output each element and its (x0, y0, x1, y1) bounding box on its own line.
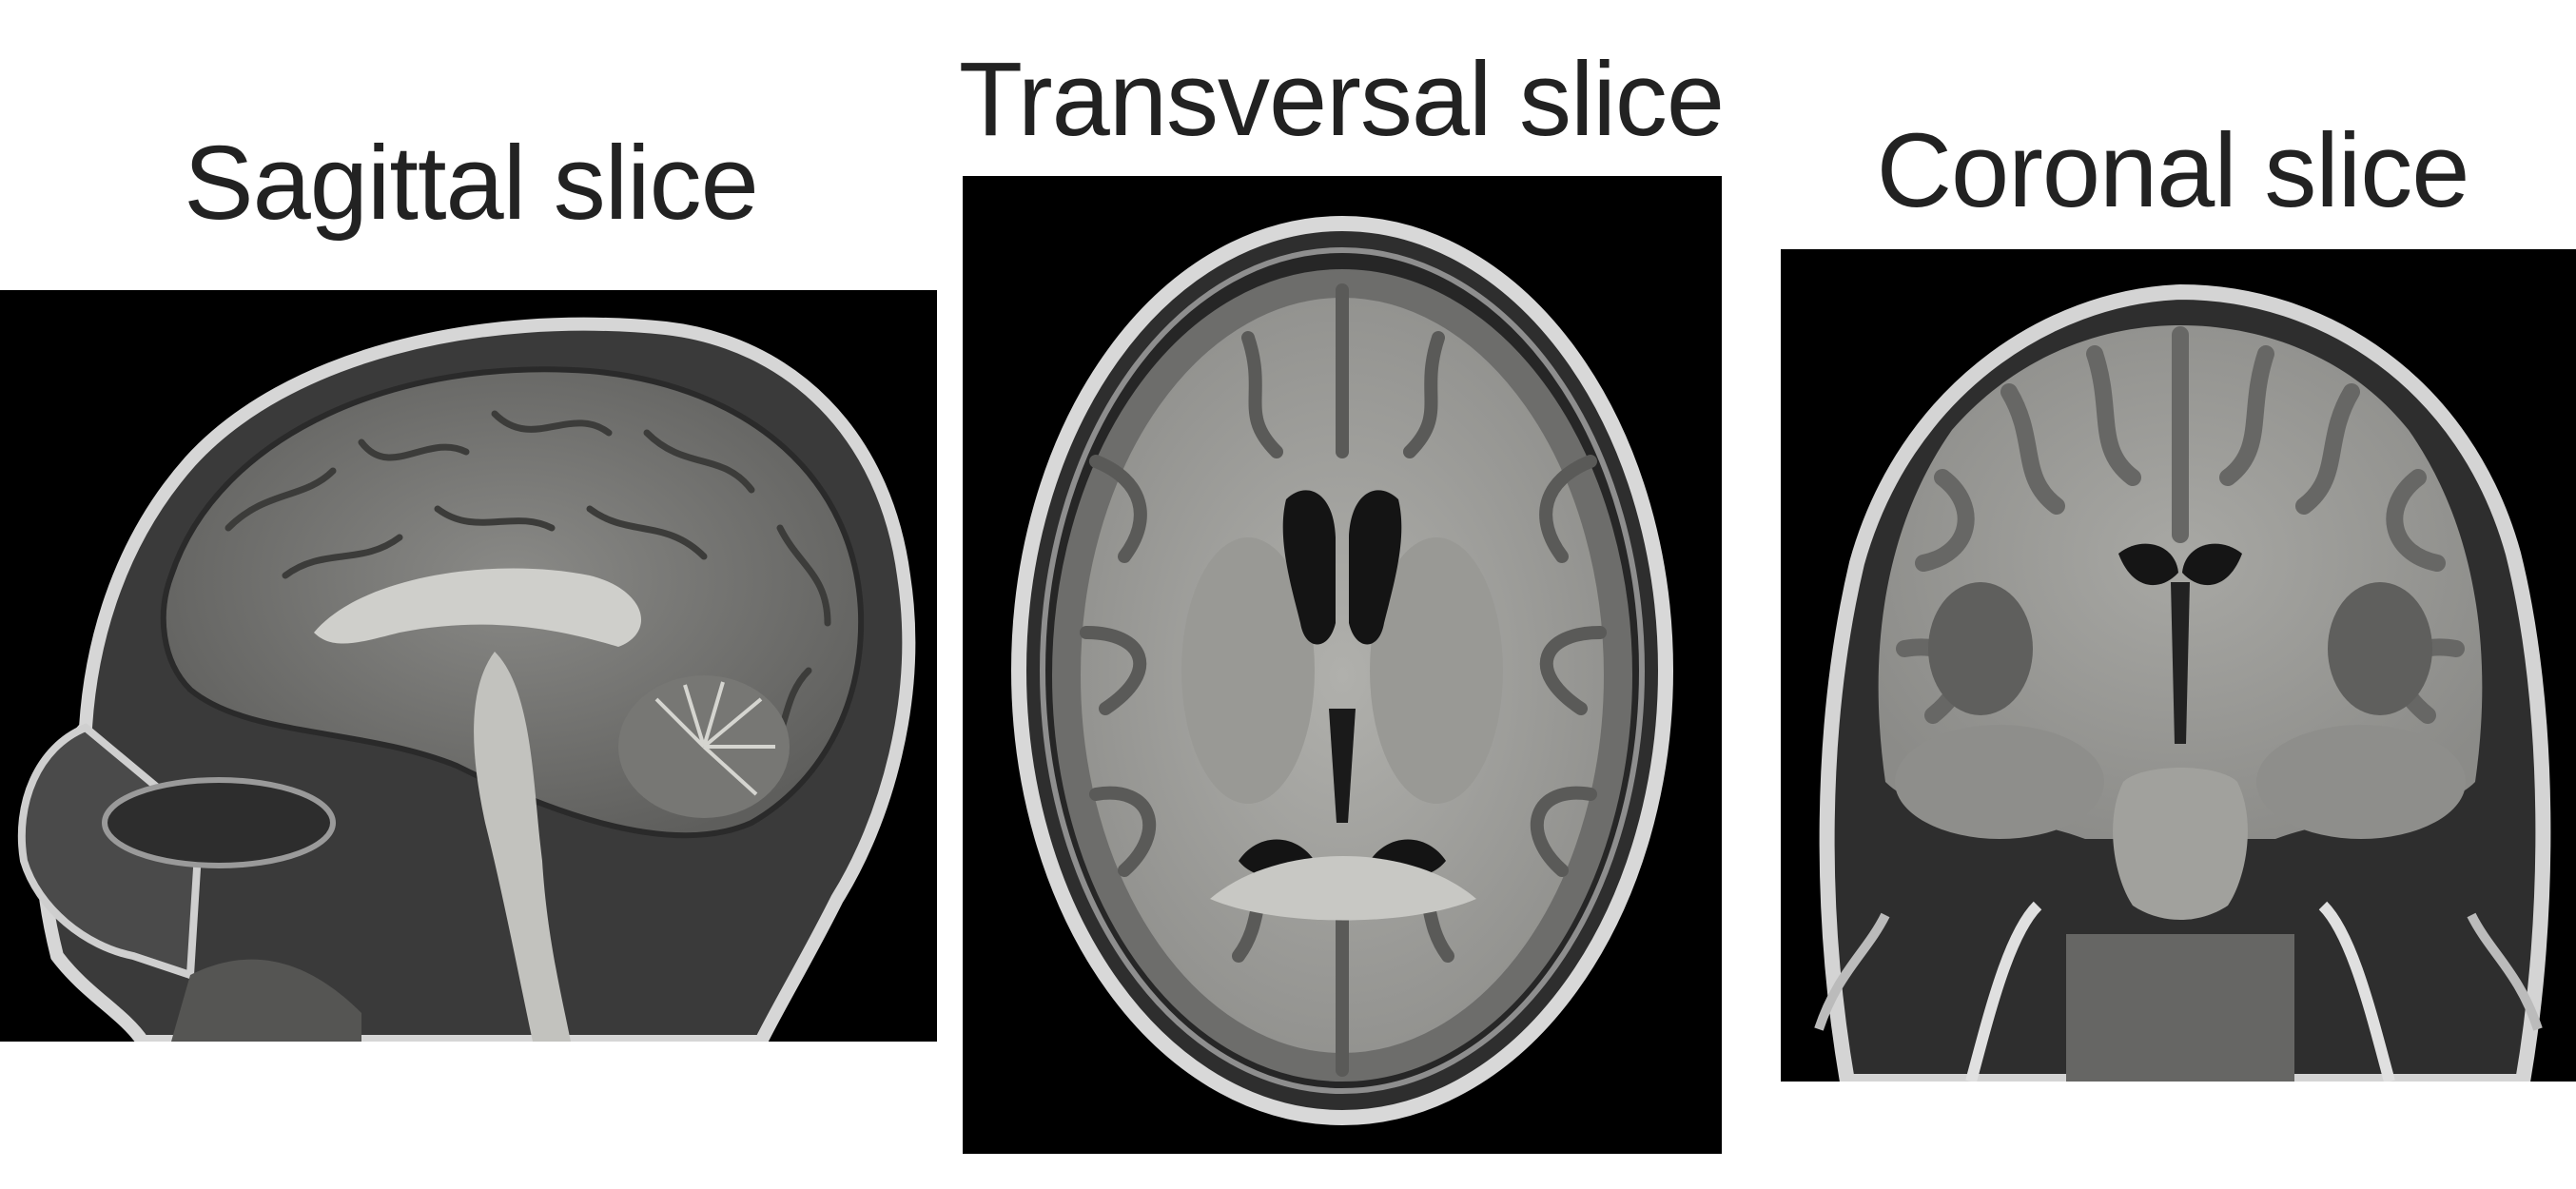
transversal-slice-title: Transversal slice (958, 41, 1725, 158)
mri-sagittal-brain-icon (17, 317, 916, 1042)
transversal-mri-image (963, 176, 1722, 1154)
sagittal-mri-image (0, 290, 937, 1042)
mri-coronal-brain-icon (1814, 283, 2551, 1082)
sagittal-slice-title: Sagittal slice (184, 125, 759, 242)
mri-axial-brain-icon (1011, 216, 1673, 1125)
coronal-slice-title: Coronal slice (1876, 112, 2470, 229)
coronal-mri-image (1781, 249, 2576, 1082)
